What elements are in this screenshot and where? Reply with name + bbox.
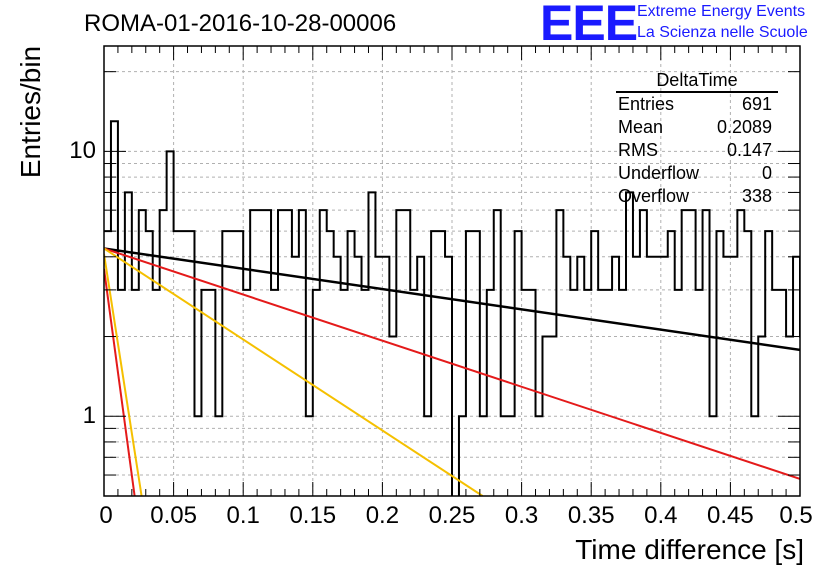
histogram-series	[104, 120, 800, 496]
x-axis-label: Time difference [s]	[575, 534, 804, 565]
fit-line	[104, 268, 136, 496]
stats-row-rms: RMS 0.147	[610, 139, 778, 162]
x-tick-label: 0.15	[289, 502, 337, 529]
x-tick-label: 0.1	[226, 502, 260, 529]
y-tick-label: 10	[69, 137, 96, 165]
fit-line	[104, 247, 484, 496]
stats-label: Overflow	[618, 186, 690, 206]
fit-line	[104, 247, 800, 480]
stats-label: Underflow	[618, 163, 700, 183]
x-tick-label: 0.35	[567, 502, 615, 529]
x-tick-label: 0.4	[644, 502, 678, 529]
y-tick-label: 1	[82, 402, 96, 430]
eee-logo: EEE	[540, 0, 638, 51]
stats-title: DeltaTime	[616, 70, 778, 93]
x-tick-label: 0.45	[707, 502, 754, 529]
stats-row-entries: Entries 691	[610, 93, 778, 116]
chart-title: ROMA-01-2016-10-28-00006	[84, 10, 397, 37]
x-tick-label: 0.5	[779, 502, 813, 529]
stats-value: 0	[761, 163, 772, 183]
stats-row-underflow: Underflow 0	[610, 162, 778, 185]
y-axis-label: Entries/bin	[15, 45, 46, 179]
eee-logo-line2: La Scienza nelle Scuole	[637, 24, 808, 41]
x-tick-label: 0.3	[504, 502, 539, 529]
x-tick-label: 0.2	[365, 502, 400, 529]
eee-logo-line1: Extreme Energy Events	[637, 3, 806, 20]
x-tick-label: 0	[99, 502, 113, 529]
fit-line	[104, 247, 800, 352]
stats-box: DeltaTime Entries 691 Mean 0.2089 RMS 0.…	[610, 70, 778, 208]
stats-row-mean: Mean 0.2089	[610, 116, 778, 139]
stats-value: 338	[741, 186, 772, 206]
stats-label: Mean	[618, 117, 664, 137]
stats-value: 691	[741, 94, 772, 114]
stats-label: RMS	[618, 140, 658, 160]
x-tick-label: 0.25	[428, 502, 476, 529]
x-tick-label: 0.05	[150, 502, 197, 529]
stats-label: Entries	[618, 94, 675, 114]
fit-line	[104, 253, 143, 496]
stats-row-overflow: Overflow 338	[610, 185, 778, 208]
stats-value: 0.2089	[716, 117, 772, 137]
stats-value: 0.147	[726, 140, 772, 160]
